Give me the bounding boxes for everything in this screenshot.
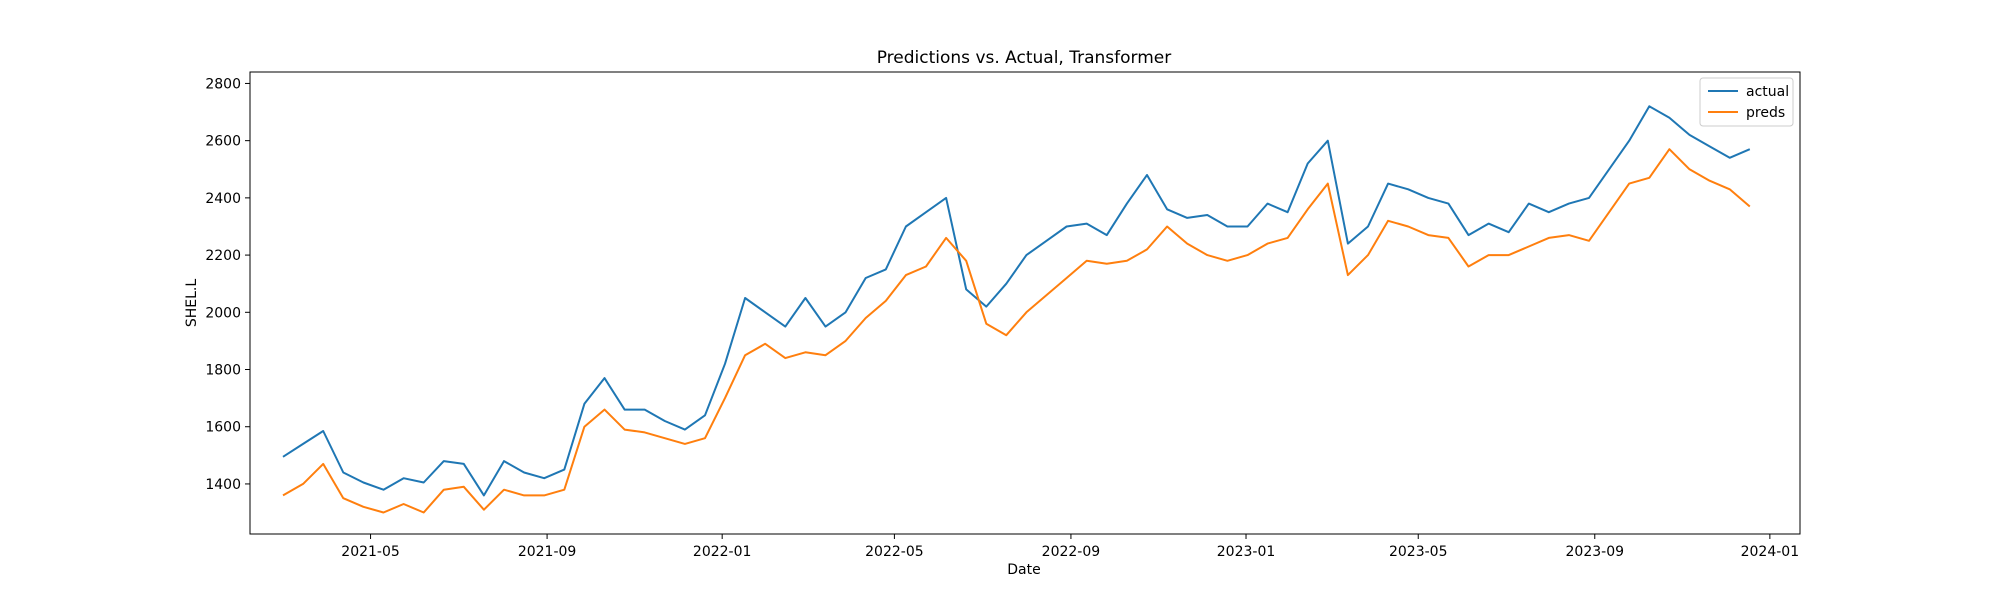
x-tick-label: 2022-01 [693,544,752,560]
x-axis: 2021-05 2021-09 2022-01 2022-05 2022-09 2023-… [341,534,1799,560]
plot-area [282,105,1751,514]
x-tick-label: 2023-01 [1217,544,1276,560]
y-tick-label: 2800 [205,76,241,92]
x-axis-label: Date [1007,562,1040,578]
x-tick-label: 2021-09 [518,544,577,560]
series-line-preds [282,148,1751,514]
y-tick-label: 1800 [205,363,241,379]
series-line-actual [282,105,1751,497]
legend: actual preds [1699,77,1794,127]
x-tick-label: 2022-05 [865,544,924,560]
y-tick-label: 2400 [205,191,241,207]
legend-label-preds: preds [1746,105,1785,121]
y-axis-label: SHEL.L [184,279,200,328]
x-tick-label: 2023-09 [1566,544,1625,560]
y-tick-label: 1600 [205,420,241,436]
x-tick-label: 2023-05 [1389,544,1448,560]
axes-frame [249,71,1801,535]
chart-title: Predictions vs. Actual, Transformer [877,48,1172,68]
x-tick-label: 2024-01 [1741,544,1800,560]
y-tick-label: 2200 [205,248,241,264]
y-axis: 1400 1600 1800 2000 2200 2400 2600 2800 [205,76,250,493]
x-tick-label: 2022-09 [1042,544,1101,560]
y-tick-label: 1400 [205,477,241,493]
legend-label-actual: actual [1746,84,1789,100]
y-tick-label: 2600 [205,134,241,150]
y-tick-label: 2000 [205,305,241,321]
x-tick-label: 2021-05 [341,544,400,560]
